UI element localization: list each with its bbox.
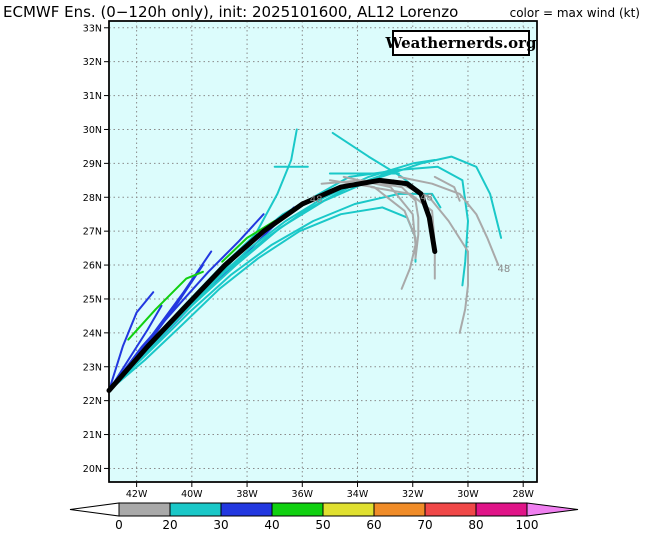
lon-tick-label: 40W	[181, 489, 203, 500]
ensemble-member-track	[370, 186, 436, 280]
ensemble-member-track	[221, 220, 276, 263]
colorbar-segment	[475, 502, 528, 517]
ensemble-member-track	[108, 192, 442, 392]
lon-tick-label: 32W	[402, 489, 424, 500]
hour-annotation: 48	[497, 264, 510, 275]
colorbar-tick-label: 60	[366, 518, 381, 532]
colorbar-tick-label: 100	[516, 518, 539, 532]
ensemble-member-track	[397, 175, 500, 267]
ensemble-member-track	[108, 291, 155, 392]
plot-area	[108, 20, 538, 483]
hour-annotation: 48	[310, 194, 323, 205]
ensemble-member-track	[433, 175, 461, 202]
lat-tick-label: 30N	[83, 125, 102, 136]
latitude-ticks: 20N 21N 22N 23N 24N 25N 26N 27N 28N 29N 30N 31N 32N 3…	[83, 23, 109, 475]
ensemble-member-track	[342, 175, 417, 290]
ensemble-member-track	[108, 213, 265, 392]
colorbar-low-arrow	[69, 502, 120, 517]
lon-tick-label: 38W	[236, 489, 258, 500]
colorbar-segment	[271, 502, 324, 517]
lon-tick-label: 34W	[347, 489, 369, 500]
colorbar-tick-label: 50	[315, 518, 330, 532]
lat-tick-label: 21N	[83, 430, 102, 441]
lat-tick-label: 31N	[83, 91, 102, 102]
colorbar-tick-label: 40	[264, 518, 279, 532]
lon-tick-label: 30W	[457, 489, 479, 500]
lon-tick-label: 36W	[292, 489, 314, 500]
colorbar-tick-label: 20	[162, 518, 177, 532]
ensemble-mean-track	[106, 177, 438, 393]
lat-tick-label: 23N	[83, 362, 102, 373]
lat-tick-label: 27N	[83, 227, 102, 238]
lat-tick-label: 26N	[83, 261, 102, 272]
lat-tick-label: 25N	[83, 294, 102, 305]
lat-tick-label: 22N	[83, 396, 102, 407]
color-legend-label: color = max wind (kt)	[509, 6, 640, 20]
lat-tick-label: 33N	[83, 23, 102, 34]
colorbar: 0 20 30 40 50 60 70 80 100	[69, 502, 579, 532]
annotations: 48 48 48	[310, 193, 511, 275]
chart-title: ECMWF Ens. (0−120h only), init: 20251016…	[3, 3, 459, 21]
longitude-ticks: 42W 40W 38W 36W 34W 32W 30W 28W	[126, 482, 535, 500]
colorbar-tick-label: 0	[115, 518, 123, 532]
colorbar-segment	[373, 502, 426, 517]
plot-frame	[108, 20, 538, 483]
colorbar-segment	[424, 502, 477, 517]
lat-tick-label: 20N	[83, 464, 102, 475]
colorbar-segment	[220, 502, 273, 517]
ensemble-member-track	[127, 270, 204, 341]
lon-tick-label: 28W	[512, 489, 534, 500]
colorbar-high-arrow	[526, 502, 579, 517]
lon-tick-label: 42W	[126, 489, 148, 500]
colorbar-tick-label: 80	[468, 518, 483, 532]
colorbar-segment	[322, 502, 375, 517]
colorbar-tick-label: 70	[417, 518, 432, 532]
colorbar-segment	[169, 502, 222, 517]
ensemble-member-track	[108, 304, 163, 392]
ensemble-member-track	[108, 155, 503, 392]
colorbar-tick-label: 30	[213, 518, 228, 532]
colorbar-segment	[118, 502, 171, 517]
watermark-logo: Weathernerds.org	[385, 30, 537, 56]
hour-annotation: 48	[420, 193, 433, 204]
ensemble-member-track	[392, 179, 469, 334]
lat-tick-label: 29N	[83, 159, 102, 170]
lat-tick-label: 28N	[83, 193, 102, 204]
ensemble-tracks	[106, 128, 503, 393]
lat-tick-label: 32N	[83, 57, 102, 68]
lat-tick-label: 24N	[83, 328, 102, 339]
